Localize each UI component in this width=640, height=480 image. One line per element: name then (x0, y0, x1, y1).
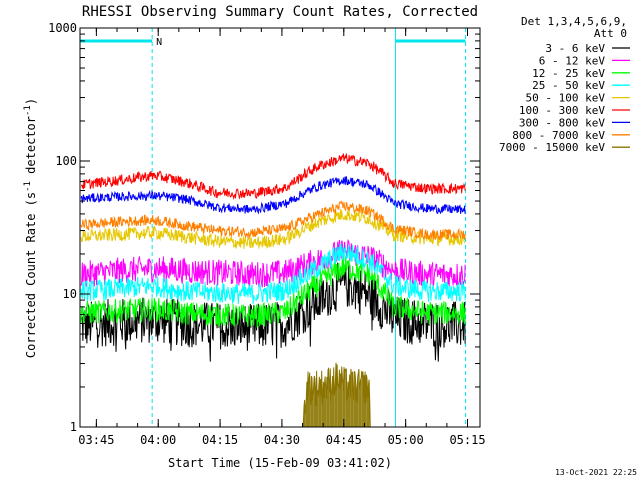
series-layer (80, 153, 480, 428)
x-tick-label-0: 03:45 (78, 433, 114, 447)
legend-header-0: Det 1,3,4,5,6,9, (521, 15, 627, 28)
legend-label-1: 6 - 12 keV (539, 54, 606, 67)
legend-label-3: 25 - 50 keV (532, 79, 605, 92)
series-line-3 (80, 243, 466, 305)
series-line-8 (80, 362, 480, 428)
series-line-7 (80, 200, 466, 240)
series-line-2 (80, 256, 466, 328)
x-tick-label-6: 05:15 (449, 433, 485, 447)
x-tick-label-1: 04:00 (140, 433, 176, 447)
chart-title: RHESSI Observing Summary Count Rates, Co… (82, 4, 478, 20)
legend-label-4: 50 - 100 keV (526, 92, 606, 105)
x-tick-label-2: 04:15 (202, 433, 238, 447)
y-tick-label-1: 10 (63, 287, 77, 301)
series-8 (80, 362, 480, 428)
series-2 (80, 256, 466, 328)
y-axis-label: Corrected Count Rate (s-1 detector-1) (23, 98, 38, 358)
legend-label-7: 800 - 7000 keV (512, 129, 605, 142)
series-line-1 (80, 239, 466, 288)
series-5 (80, 153, 466, 201)
x-axis-label: Start Time (15-Feb-09 03:41:02) (168, 456, 392, 470)
x-tick-label-3: 04:30 (264, 433, 300, 447)
series-line-6 (80, 176, 466, 215)
y-tick-label-2: 100 (55, 154, 77, 168)
legend-label-0: 3 - 6 keV (545, 42, 605, 55)
legend-header-1: Att 0 (594, 27, 627, 40)
legend-label-5: 100 - 300 keV (519, 104, 605, 117)
legend-label-2: 12 - 25 keV (532, 67, 605, 80)
legend-label-6: 300 - 800 keV (519, 116, 605, 129)
series-line-4 (80, 208, 466, 249)
series-7 (80, 200, 466, 240)
legend-label-8: 7000 - 15000 keV (499, 141, 605, 154)
x-axis: 03:45 04:00 04:15 04:30 04:45 05:00 05:15 (78, 28, 486, 447)
y-axis: 1 10 100 1000 (48, 21, 480, 434)
series-3 (80, 243, 466, 305)
plot-frame (79, 27, 481, 428)
x-tick-label-4: 04:45 (326, 433, 362, 447)
series-line-5 (80, 153, 466, 201)
x-tick-label-5: 05:00 (388, 433, 424, 447)
y-tick-label-3: 1000 (48, 21, 77, 35)
timestamp: 13-Oct-2021 22:25 (555, 468, 637, 477)
series-6 (80, 176, 466, 215)
series-4 (80, 208, 466, 249)
y-tick-label-0: 1 (70, 420, 77, 434)
flag-label: N (156, 37, 162, 48)
series-1 (80, 239, 466, 288)
